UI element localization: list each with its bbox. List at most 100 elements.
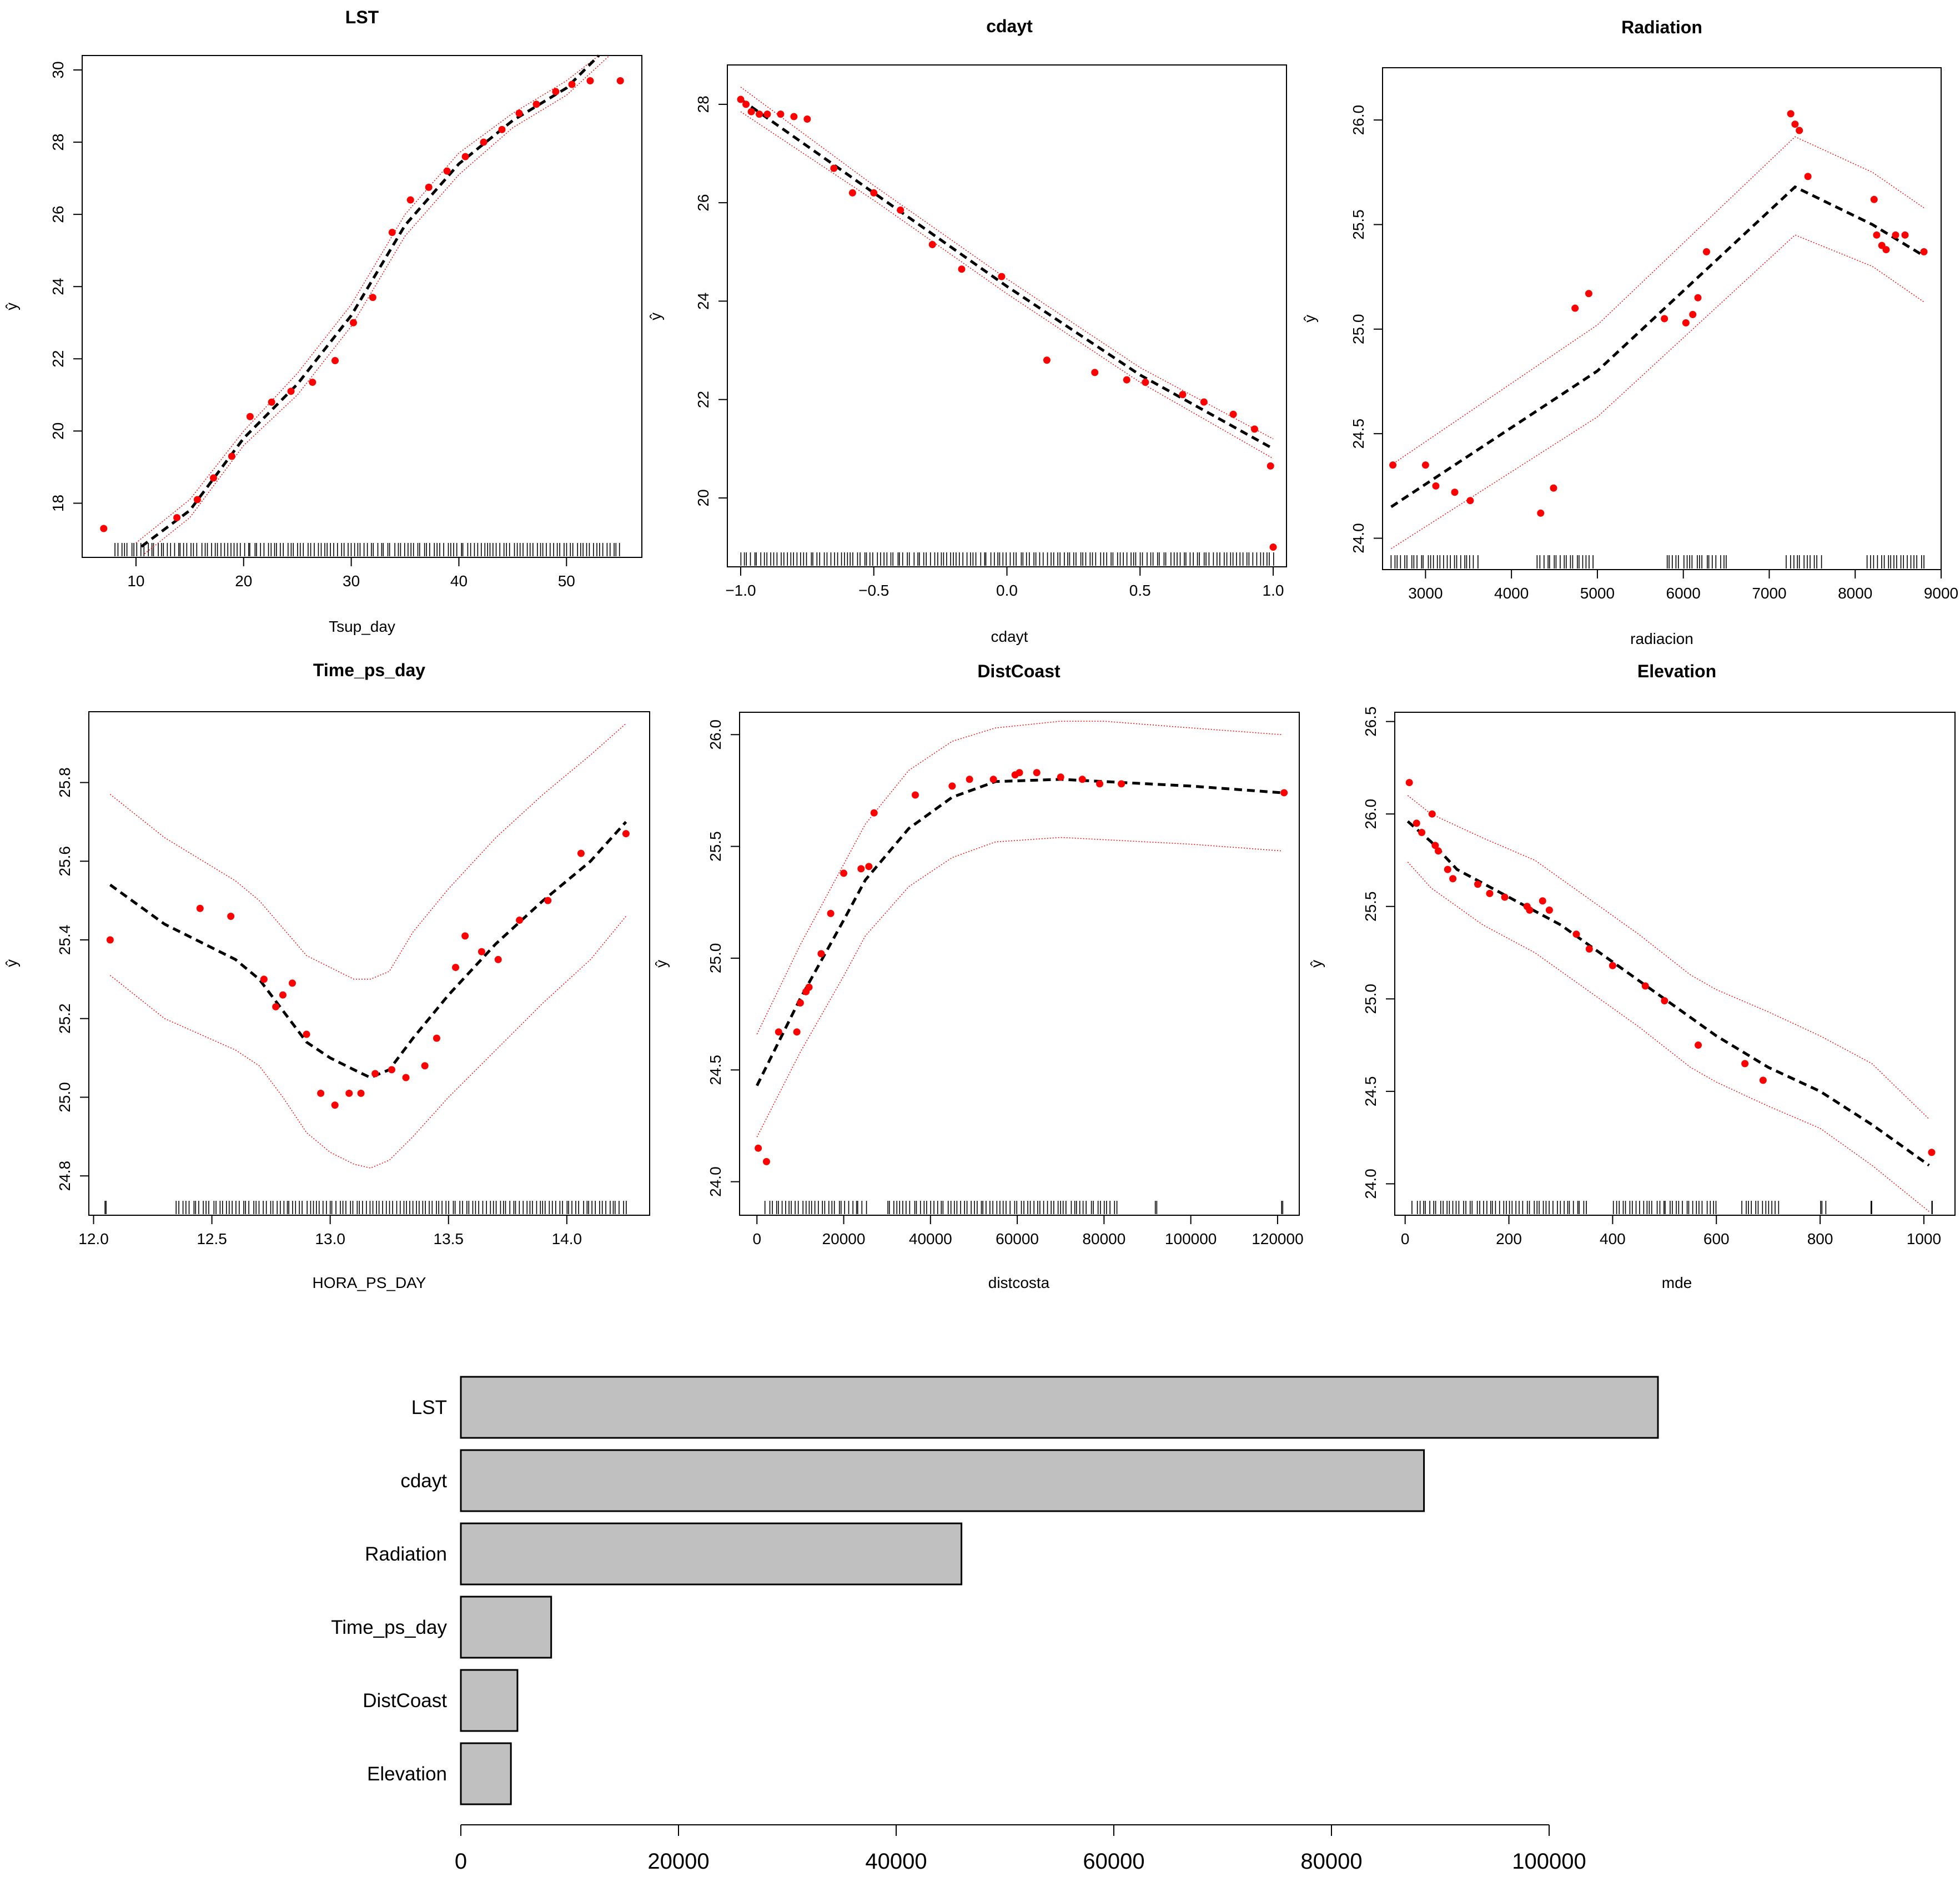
importance-x-tick-label: 40000 (865, 1849, 927, 1874)
data-point (1791, 120, 1799, 128)
y-tick-label: 30 (49, 61, 67, 78)
y-tick-label: 22 (49, 350, 67, 368)
data-point (1585, 290, 1592, 298)
y-tick-label: 26.0 (707, 719, 724, 750)
data-point (1078, 776, 1086, 783)
data-point (1179, 391, 1187, 399)
data-point (1486, 889, 1494, 897)
importance-bar (460, 1376, 1659, 1439)
data-point (1609, 962, 1616, 969)
data-point (897, 206, 904, 214)
data-point (737, 95, 745, 103)
data-point (747, 108, 755, 115)
data-point (586, 77, 594, 85)
data-point (1449, 875, 1457, 883)
data-point (1526, 906, 1534, 914)
importance-x-tick-label: 80000 (1300, 1849, 1362, 1874)
y-tick-label: 28 (49, 134, 67, 151)
data-point (1451, 489, 1459, 496)
data-point (1539, 897, 1546, 905)
x-tick-label: 13.5 (434, 1230, 464, 1247)
x-tick-label: 20 (235, 572, 252, 590)
data-point (870, 809, 878, 817)
data-point (796, 999, 804, 1007)
data-point (480, 138, 488, 146)
data-point (1389, 461, 1397, 469)
data-point (268, 398, 275, 406)
x-tick-label: 200 (1496, 1230, 1522, 1247)
ci-upper-line (1391, 136, 1924, 466)
data-point (331, 1101, 339, 1109)
data-point (1057, 773, 1064, 781)
importance-bar-label: Radiation (365, 1543, 447, 1565)
data-point (1572, 930, 1580, 938)
panel-radiation: Radiation 3000 4000 5000 6000 7000 8000 9000 24… (1301, 17, 1958, 647)
fit-line (1406, 820, 1930, 1167)
data-point (1873, 231, 1881, 239)
x-tick-label: 0 (1401, 1230, 1410, 1247)
data-point (421, 1062, 429, 1070)
x-tick-label: 12.5 (197, 1230, 227, 1247)
data-point (911, 791, 919, 799)
data-point (532, 100, 540, 108)
importance-x-tick-label: 20000 (647, 1849, 709, 1874)
y-tick-label: 25.0 (1350, 314, 1367, 345)
panel-time-ps-day: Time_ps_day 12.0 12.5 13.0 13.5 14.0 24.8 25.0… (3, 660, 650, 1291)
x-tick-label: 14.0 (552, 1230, 582, 1247)
data-point (309, 379, 316, 386)
x-tick-label: 0.5 (1129, 582, 1151, 599)
panel-lst: LST 10 20 30 40 50 18 20 22 24 26 28 30 Tsup_day ŷ (3, 7, 642, 635)
panel-distcoast-title: DistCoast (977, 661, 1061, 681)
data-point (1280, 789, 1288, 797)
data-point (461, 153, 469, 160)
data-point (1444, 865, 1451, 873)
y-tick-label: 25.6 (56, 846, 73, 877)
ci-lower-line (740, 111, 1274, 459)
data-point (777, 110, 785, 118)
data-point (793, 1028, 801, 1036)
x-tick-label: 5000 (1580, 585, 1615, 602)
panel-distcoast-ylabel: ŷ (652, 960, 670, 968)
data-point (790, 113, 798, 120)
y-tick-label: 24.5 (1350, 419, 1367, 449)
data-point (209, 474, 217, 482)
fit-line (740, 98, 1274, 450)
data-point (577, 849, 585, 857)
x-tick-label: 40000 (909, 1230, 952, 1247)
x-tick-label: 20000 (822, 1230, 866, 1247)
data-point (1091, 369, 1099, 376)
data-point (331, 357, 339, 365)
data-point (742, 100, 750, 108)
panel-elevation: Elevation 0 200 400 600 800 1000 24.0 24.5 25.0 2… (1308, 661, 1956, 1291)
data-point (1432, 482, 1440, 490)
y-tick-label: 25.5 (1362, 891, 1379, 922)
data-point (775, 1028, 782, 1036)
x-tick-label: 800 (1807, 1230, 1833, 1247)
data-point (805, 983, 813, 991)
y-tick-label: 25.4 (56, 925, 73, 955)
data-point (494, 955, 502, 963)
data-point (345, 1089, 353, 1097)
x-tick-label: 4000 (1494, 585, 1529, 602)
x-tick-label: 6000 (1666, 585, 1701, 602)
x-tick-label: 10 (127, 572, 144, 590)
data-point (498, 125, 506, 133)
data-point (406, 196, 414, 204)
y-tick-label: 20 (49, 422, 67, 440)
y-tick-label: 24.0 (707, 1166, 724, 1197)
y-tick-label: 24 (49, 278, 67, 295)
data-point (1571, 304, 1579, 312)
importance-bar-label: Time_ps_day (331, 1617, 447, 1638)
panel-lst-plot-frame (82, 55, 642, 558)
x-tick-label: 13.0 (315, 1230, 345, 1247)
x-tick-label: 120000 (1252, 1230, 1303, 1247)
data-point (1661, 315, 1668, 323)
data-point (1229, 410, 1237, 418)
data-point (865, 863, 873, 870)
fit-line (756, 778, 1282, 1086)
data-point (371, 1070, 379, 1078)
data-point (1661, 997, 1668, 1005)
data-point (870, 189, 878, 197)
